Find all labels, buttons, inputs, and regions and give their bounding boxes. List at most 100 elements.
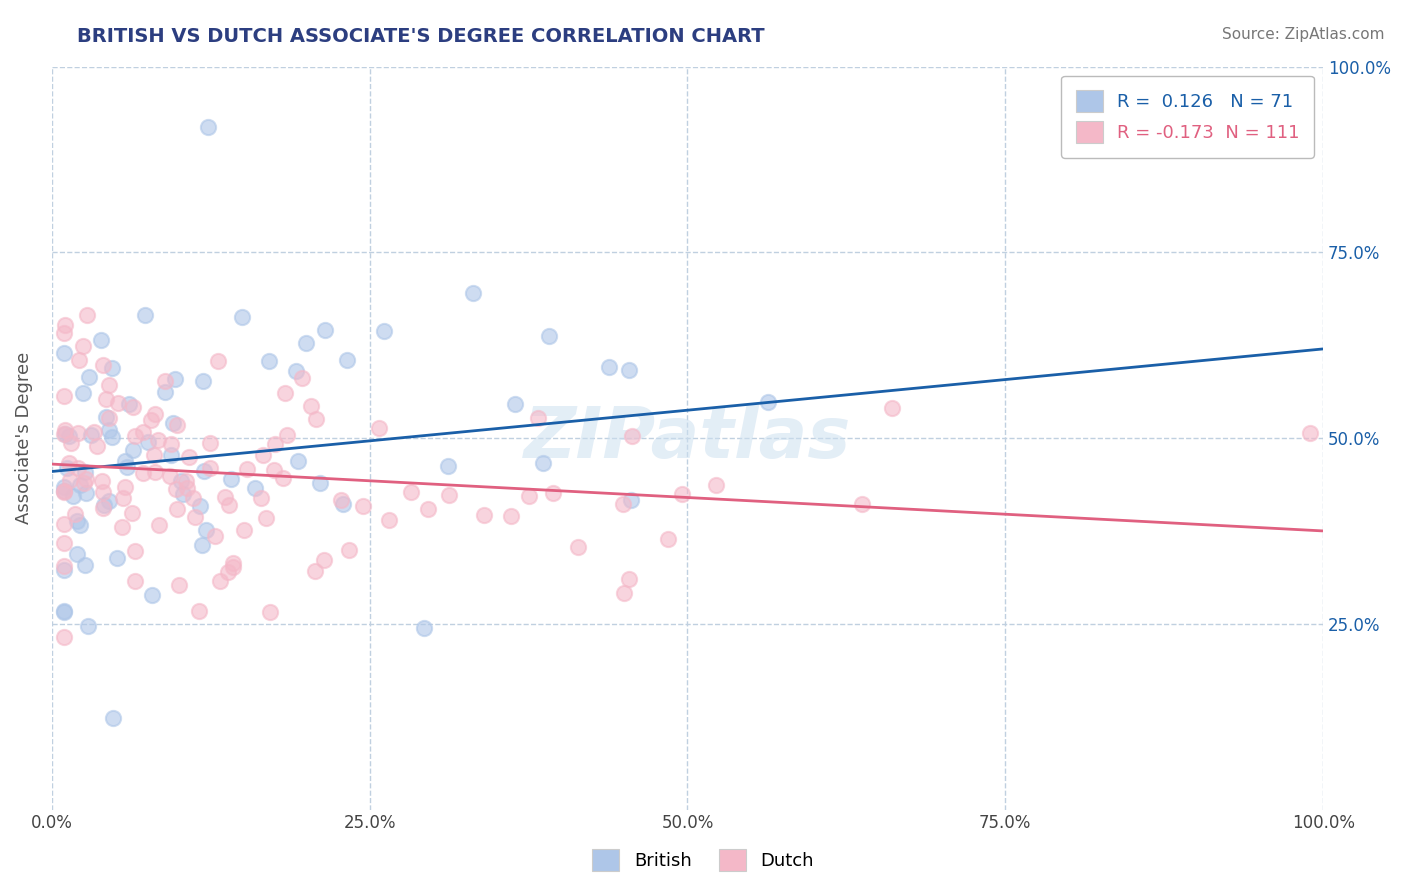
Point	[197, 120, 219, 135]
Point	[538, 328, 561, 343]
Point	[531, 456, 554, 470]
Point	[472, 508, 495, 522]
Point	[80, 428, 103, 442]
Point	[657, 533, 679, 547]
Point	[617, 363, 640, 377]
Text: BRITISH VS DUTCH ASSOCIATE'S DEGREE CORRELATION CHART: BRITISH VS DUTCH ASSOCIATE'S DEGREE CORR…	[77, 27, 765, 45]
Point	[53, 483, 76, 498]
Point	[66, 514, 89, 528]
Point	[612, 497, 634, 511]
Point	[231, 310, 253, 325]
Point	[75, 465, 97, 479]
Point	[264, 436, 287, 450]
Point	[463, 285, 485, 300]
Point	[620, 493, 643, 508]
Y-axis label: Associate's Degree: Associate's Degree	[15, 352, 32, 524]
Point	[181, 491, 204, 505]
Point	[198, 436, 221, 450]
Point	[53, 563, 76, 577]
Point	[598, 360, 620, 375]
Point	[314, 323, 336, 337]
Point	[53, 345, 76, 359]
Point	[94, 392, 117, 407]
Point	[274, 386, 297, 401]
Point	[159, 469, 181, 483]
Point	[304, 564, 326, 578]
Point	[160, 448, 183, 462]
Point	[163, 372, 186, 386]
Point	[93, 498, 115, 512]
Point	[53, 426, 76, 441]
Point	[72, 386, 94, 401]
Point	[352, 500, 374, 514]
Point	[330, 493, 353, 508]
Point	[273, 471, 295, 485]
Point	[111, 520, 134, 534]
Text: ZIPatlas: ZIPatlas	[524, 403, 851, 473]
Point	[308, 476, 330, 491]
Point	[53, 558, 76, 573]
Point	[233, 523, 256, 537]
Point	[259, 605, 281, 619]
Point	[153, 385, 176, 400]
Point	[97, 423, 120, 437]
Point	[285, 364, 308, 378]
Point	[73, 558, 96, 572]
Point	[287, 454, 309, 468]
Point	[114, 453, 136, 467]
Point	[75, 485, 97, 500]
Point	[53, 604, 76, 618]
Point	[121, 506, 143, 520]
Point	[90, 475, 112, 489]
Point	[100, 361, 122, 376]
Point	[336, 352, 359, 367]
Point	[53, 318, 76, 333]
Point	[704, 477, 727, 491]
Point	[53, 485, 76, 500]
Point	[112, 491, 135, 505]
Point	[204, 529, 226, 543]
Point	[76, 309, 98, 323]
Point	[53, 423, 76, 437]
Point	[91, 359, 114, 373]
Point	[103, 711, 125, 725]
Point	[526, 410, 548, 425]
Point	[115, 459, 138, 474]
Point	[101, 430, 124, 444]
Point	[77, 370, 100, 384]
Point	[53, 517, 76, 532]
Point	[58, 456, 80, 470]
Point	[141, 588, 163, 602]
Point	[114, 479, 136, 493]
Point	[91, 485, 114, 500]
Point	[217, 565, 239, 579]
Point	[59, 473, 82, 487]
Point	[208, 574, 231, 588]
Point	[378, 513, 401, 527]
Point	[1299, 425, 1322, 440]
Point	[83, 425, 105, 439]
Point	[96, 409, 118, 424]
Point	[619, 572, 641, 586]
Point	[305, 411, 328, 425]
Point	[191, 374, 214, 388]
Point	[118, 397, 141, 411]
Point	[184, 510, 207, 524]
Point	[312, 553, 335, 567]
Point	[413, 621, 436, 635]
Point	[58, 429, 80, 443]
Point	[69, 518, 91, 533]
Point	[124, 544, 146, 558]
Point	[174, 475, 197, 489]
Point	[65, 508, 87, 522]
Point	[367, 421, 389, 435]
Point	[132, 425, 155, 440]
Point	[505, 397, 527, 411]
Point	[91, 501, 114, 516]
Point	[53, 630, 76, 644]
Point	[437, 488, 460, 502]
Point	[259, 354, 281, 368]
Point	[295, 336, 318, 351]
Point	[122, 443, 145, 458]
Point	[418, 502, 440, 516]
